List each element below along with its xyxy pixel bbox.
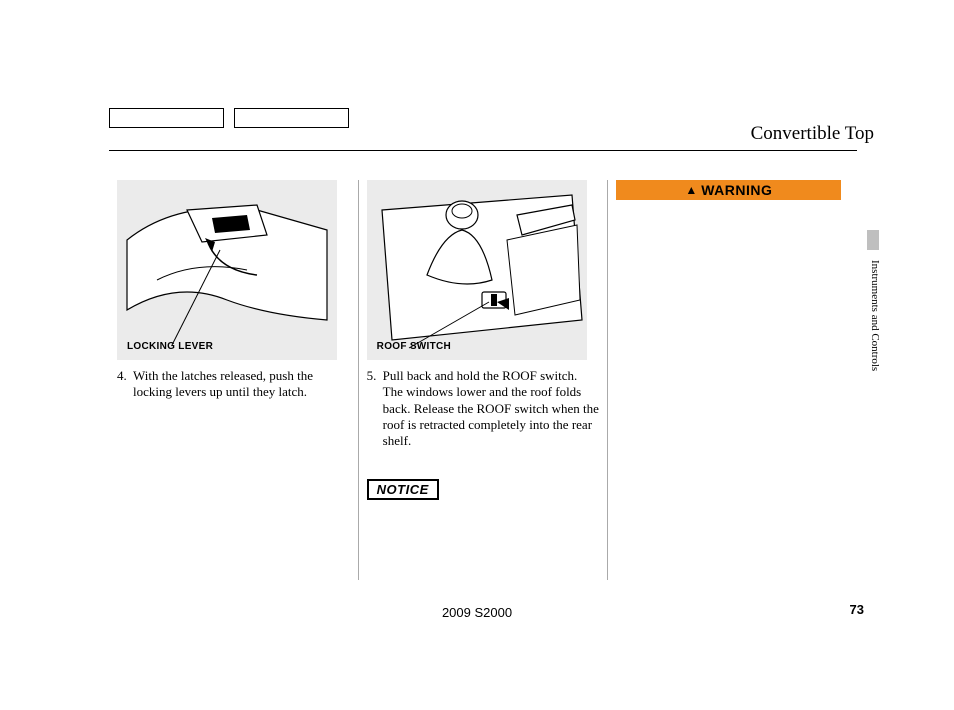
content-columns: LOCKING LEVER 4. With the latches releas…	[109, 180, 857, 580]
step-5-number: 5.	[367, 368, 383, 449]
footer-model-year: 2009 S2000	[0, 605, 954, 620]
figure-locking-lever: LOCKING LEVER	[117, 180, 337, 360]
title-rule	[109, 150, 857, 151]
roof-switch-illustration	[367, 180, 587, 360]
figure-label-roof-switch: ROOF SWITCH	[377, 341, 451, 352]
header-box-2	[234, 108, 349, 128]
section-side-label: Instruments and Controls	[869, 260, 881, 371]
column-3: ▲ WARNING	[608, 180, 857, 580]
column-1: LOCKING LEVER 4. With the latches releas…	[109, 180, 358, 580]
step-4: 4. With the latches released, push the l…	[117, 368, 350, 401]
locking-lever-illustration	[117, 180, 337, 360]
header-box-1	[109, 108, 224, 128]
warning-bar: ▲ WARNING	[616, 180, 841, 200]
step-4-text: With the latches released, push the lock…	[133, 368, 350, 401]
notice-box: NOTICE	[367, 479, 439, 500]
column-2: ROOF SWITCH 5. Pull back and hold the RO…	[359, 180, 608, 580]
header-placeholder-boxes	[109, 108, 349, 128]
step-5-text: Pull back and hold the ROOF switch. The …	[383, 368, 600, 449]
warning-label: WARNING	[701, 182, 772, 198]
page-title: Convertible Top	[751, 123, 874, 145]
step-4-number: 4.	[117, 368, 133, 401]
step-5: 5. Pull back and hold the ROOF switch. T…	[367, 368, 600, 449]
warning-icon: ▲	[685, 184, 697, 196]
page-number: 73	[850, 602, 864, 617]
figure-roof-switch: ROOF SWITCH	[367, 180, 587, 360]
figure-label-locking-lever: LOCKING LEVER	[127, 341, 213, 352]
section-color-tab	[867, 230, 879, 250]
